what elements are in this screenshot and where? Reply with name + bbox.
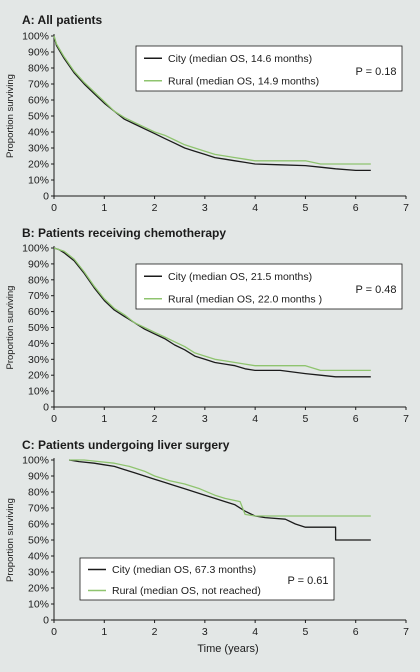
x-tick-label: 7 [403,626,409,638]
y-tick-label: 80% [28,63,49,75]
series-line-city [53,247,371,378]
y-tick-label: 90% [28,47,49,59]
panel-title: B: Patients receiving chemotherapy [22,226,226,240]
series-line-rural [53,247,371,372]
x-tick-label: 6 [353,413,359,425]
y-tick-label: 50% [28,111,49,123]
x-tick-label: 3 [202,413,208,425]
x-tick-label: 6 [353,202,359,214]
x-tick-label: 5 [303,626,309,638]
series-line-rural [69,459,371,517]
y-tick-label: 50% [28,535,49,547]
x-tick-label: 5 [303,413,309,425]
y-tick-label: 60% [28,519,49,531]
y-tick-label: 70% [28,503,49,515]
y-tick-label: 100% [22,31,49,43]
y-tick-label: 100% [22,455,49,467]
y-tick-label: 40% [28,338,49,350]
x-tick-label: 2 [152,413,158,425]
x-tick-label: 7 [403,413,409,425]
p-value-annotation: P = 0.48 [355,284,396,296]
y-tick-label: 30% [28,567,49,579]
x-tick-label: 0 [51,626,57,638]
x-tick-label: 1 [101,413,107,425]
y-tick-label: 20% [28,370,49,382]
y-tick-label: 60% [28,306,49,318]
y-axis-label: Proportion surviving [5,74,16,158]
y-tick-label: 0 [43,191,49,203]
y-tick-label: 0 [43,615,49,627]
y-tick-label: 10% [28,599,49,611]
legend-box [135,45,403,92]
x-tick-label: 7 [403,202,409,214]
y-tick-label: 20% [28,159,49,171]
y-axis-label: Proportion surviving [5,286,16,370]
y-tick-label: 70% [28,290,49,302]
legend-label-city: City (median OS, 14.6 months) [168,53,312,65]
x-tick-label: 4 [252,413,258,425]
p-value-annotation: P = 0.61 [287,575,328,587]
legend-box [135,263,403,310]
y-tick-label: 70% [28,79,49,91]
y-tick-label: 80% [28,487,49,499]
y-tick-label: 90% [28,471,49,483]
p-value-annotation: P = 0.18 [355,66,396,78]
x-tick-label: 1 [101,626,107,638]
y-tick-label: 90% [28,258,49,270]
series-line-city [68,459,371,541]
series-line-city [53,35,371,172]
panel-title: A: All patients [22,13,103,27]
y-tick-label: 40% [28,127,49,139]
x-tick-label: 3 [202,626,208,638]
x-tick-label: 6 [353,626,359,638]
x-tick-label: 4 [252,626,258,638]
y-tick-label: 20% [28,583,49,595]
y-tick-label: 10% [28,175,49,187]
x-tick-label: 5 [303,202,309,214]
x-tick-label: 1 [101,202,107,214]
x-tick-label: 0 [51,413,57,425]
y-tick-label: 100% [22,243,49,255]
legend-label-rural: Rural (median OS, not reached) [112,585,261,597]
y-tick-label: 0 [43,402,49,414]
y-tick-label: 30% [28,143,49,155]
x-tick-label: 2 [152,202,158,214]
x-tick-label: 2 [152,626,158,638]
y-axis-label: Proportion surviving [5,498,16,582]
panel-title: C: Patients undergoing liver surgery [22,438,230,452]
x-tick-label: 4 [252,202,258,214]
y-tick-label: 80% [28,274,49,286]
y-tick-label: 30% [28,354,49,366]
legend-label-city: City (median OS, 21.5 months) [168,271,312,283]
x-axis-label: Time (years) [197,643,258,655]
y-tick-label: 60% [28,95,49,107]
y-tick-label: 10% [28,386,49,398]
y-tick-label: 50% [28,322,49,334]
legend-box [79,557,335,601]
y-tick-label: 40% [28,551,49,563]
legend-label-rural: Rural (median OS, 14.9 months) [168,75,319,87]
series-line-rural [53,35,371,165]
x-tick-label: 3 [202,202,208,214]
x-tick-label: 0 [51,202,57,214]
legend-label-rural: Rural (median OS, 22.0 months ) [168,293,322,305]
legend-label-city: City (median OS, 67.3 months) [112,564,256,576]
